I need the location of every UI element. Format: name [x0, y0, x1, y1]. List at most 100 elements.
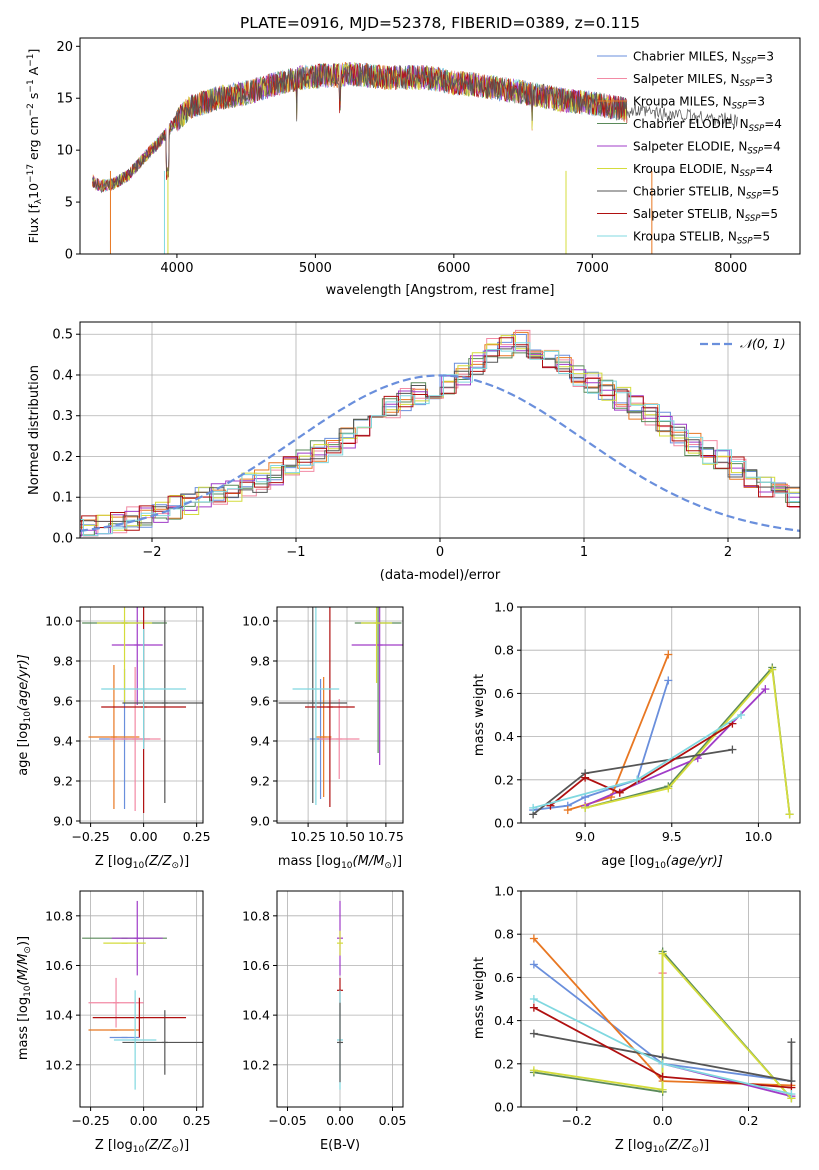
y-tick-label: 0.4 — [52, 368, 73, 383]
legend-label: Salpeter MILES, NSSP=3 — [633, 72, 773, 89]
y-tick-label: 0.2 — [494, 1056, 514, 1071]
spectrum-ticks: 4000 5000 6000 7000 8000 0 5 10 15 20 — [56, 40, 747, 276]
x-tick-label: 6000 — [437, 261, 470, 276]
y-tick-label: 0.4 — [494, 729, 514, 744]
y-tick-label: 0.5 — [52, 328, 73, 343]
legend-label: Kroupa MILES, NSSP=3 — [633, 95, 765, 112]
y-tick-label: 0.0 — [494, 816, 514, 831]
y-tick-label: 0.0 — [52, 532, 73, 547]
x-tick-label: 1 — [580, 545, 588, 560]
figure-title: PLATE=0916, MJD=52378, FIBERID=0389, z=0… — [240, 14, 640, 32]
legend-label: Chabrier MILES, NSSP=3 — [633, 50, 774, 67]
spectrum-xlabel: wavelength [Angstrom, rest frame] — [326, 283, 555, 298]
age-vs-mass-panel: 10.25 10.50 10.75 9.0 9.2 9.4 9.6 9.8 10.0 — [242, 606, 404, 844]
spectrum-ylabel: Flux [fλ10−17 erg cm−2 s−1 A−1] — [26, 49, 44, 244]
y-tick-label: 10.4 — [242, 1008, 270, 1023]
x-tick-label: 10.50 — [329, 829, 365, 844]
axes-frame — [79, 890, 204, 1108]
mass-vs-extinction-xlabel: E(B-V) — [320, 1138, 360, 1153]
y-tick-label: 1.0 — [494, 600, 514, 615]
axes-frame — [276, 890, 404, 1108]
legend-label: Kroupa ELODIE, NSSP=4 — [633, 162, 773, 179]
y-tick-label: 10.6 — [242, 958, 270, 973]
x-tick-label: −1 — [286, 545, 305, 560]
y-tick-label: 0.0 — [494, 1100, 514, 1115]
y-tick-label: 10.0 — [242, 614, 270, 629]
y-tick-label: 9.0 — [250, 814, 270, 829]
y-tick-label: 0.6 — [494, 970, 514, 985]
spectrum-legend: Chabrier MILES, NSSP=3 Salpeter MILES, NS… — [597, 50, 782, 247]
y-tick-label: 1.0 — [494, 884, 514, 899]
y-tick-label: 0.1 — [52, 491, 73, 506]
y-tick-label: 10.4 — [45, 1008, 73, 1023]
residual-panel: −2 −1 0 1 2 0.0 0.1 0.2 0.3 0.4 0.5 (data-model)/e… — [27, 321, 801, 583]
x-tick-label: −0.25 — [71, 829, 109, 844]
x-tick-label: −0.2 — [562, 1113, 592, 1128]
y-tick-label: 9.4 — [53, 734, 73, 749]
y-tick-label: 10.8 — [242, 908, 270, 923]
x-tick-label: 0.00 — [130, 1113, 158, 1128]
residual-axes-frame — [79, 321, 801, 539]
mass-vs-metallicity-xlabel: Z [log10(Z/Z⊙)] — [95, 1138, 189, 1155]
y-tick-label: 10.8 — [45, 908, 73, 923]
y-tick-label: 10 — [56, 144, 73, 159]
x-tick-label: 0.0 — [653, 1113, 673, 1128]
series-line — [533, 1032, 793, 1083]
y-tick-label: 10.2 — [242, 1057, 270, 1072]
x-tick-label: 9.5 — [662, 829, 682, 844]
normal-legend-label: 𝒩(0, 1) — [740, 336, 786, 351]
residual-histogram — [80, 337, 801, 536]
weight-vs-metallicity-ylabel: mass weight — [472, 957, 487, 1039]
y-tick-label: 10.6 — [45, 958, 73, 973]
y-tick-label: 0 — [65, 248, 73, 263]
residual-xlabel: (data-model)/error — [380, 568, 501, 583]
x-tick-label: 0.25 — [183, 829, 211, 844]
x-tick-label: 4000 — [160, 261, 193, 276]
legend-label: Salpeter STELIB, NSSP=5 — [633, 207, 778, 224]
y-tick-label: 15 — [56, 92, 73, 107]
y-tick-label: 0.8 — [494, 643, 514, 658]
x-tick-label: 7000 — [576, 261, 609, 276]
x-tick-label: 0.2 — [739, 1113, 759, 1128]
series-line — [533, 951, 793, 1099]
x-tick-label: 0.05 — [379, 1113, 407, 1128]
mass-vs-metallicity-ylabel: mass [log10(M/M⊙)] — [16, 936, 33, 1060]
y-tick-label: 0.2 — [494, 772, 514, 787]
weight-vs-age-panel: 9.0 9.5 10.0 0.0 0.2 0.4 0.6 0.8 1.0 — [494, 600, 801, 844]
x-tick-label: 10.75 — [368, 829, 404, 844]
y-tick-label: 10.0 — [45, 614, 73, 629]
residual-ylabel: Normed distribution — [27, 365, 42, 495]
y-tick-label: 5 — [65, 196, 73, 211]
y-tick-label: 0.3 — [52, 409, 73, 424]
x-tick-label: 0 — [436, 545, 444, 560]
x-tick-label: 9.0 — [575, 829, 595, 844]
spectrum-axes-frame — [79, 37, 801, 255]
legend-label: Salpeter ELODIE, NSSP=4 — [633, 140, 781, 157]
y-tick-label: 9.6 — [53, 694, 73, 709]
age-vs-mass-xlabel: mass [log10(M/M⊙)] — [278, 854, 402, 871]
y-tick-label: 9.8 — [53, 654, 73, 669]
x-tick-label: 10.25 — [290, 829, 326, 844]
legend-label: Kroupa STELIB, NSSP=5 — [633, 230, 770, 247]
mass-vs-metallicity-panel: −0.25 0.00 0.25 10.2 10.4 10.6 10.8 — [45, 890, 211, 1128]
age-vs-metallicity-ylabel: age [log10(age/yr)] — [16, 654, 33, 776]
spectrum-panel: 4000 5000 6000 7000 8000 0 5 10 15 20 wavelength … — [26, 37, 801, 298]
legend-label: Chabrier ELODIE, NSSP=4 — [633, 117, 782, 134]
y-tick-label: 0.8 — [494, 927, 514, 942]
series-line — [549, 722, 733, 807]
x-tick-label: 8000 — [714, 261, 747, 276]
x-tick-label: 0.00 — [130, 829, 158, 844]
weight-vs-age-xlabel: age [log10(age/yr)] — [601, 854, 723, 871]
axes-frame — [79, 606, 204, 824]
axes-frame — [520, 606, 801, 824]
spectrum-line-extension — [626, 104, 738, 128]
y-tick-label: 9.8 — [250, 654, 270, 669]
y-tick-label: 20 — [56, 40, 73, 55]
x-tick-label: −0.25 — [71, 1113, 109, 1128]
y-tick-label: 9.6 — [250, 694, 270, 709]
spectrum-line — [92, 62, 628, 194]
legend-label: Chabrier STELIB, NSSP=5 — [633, 185, 779, 202]
x-tick-label: 5000 — [299, 261, 332, 276]
y-tick-label: 0.6 — [494, 686, 514, 701]
